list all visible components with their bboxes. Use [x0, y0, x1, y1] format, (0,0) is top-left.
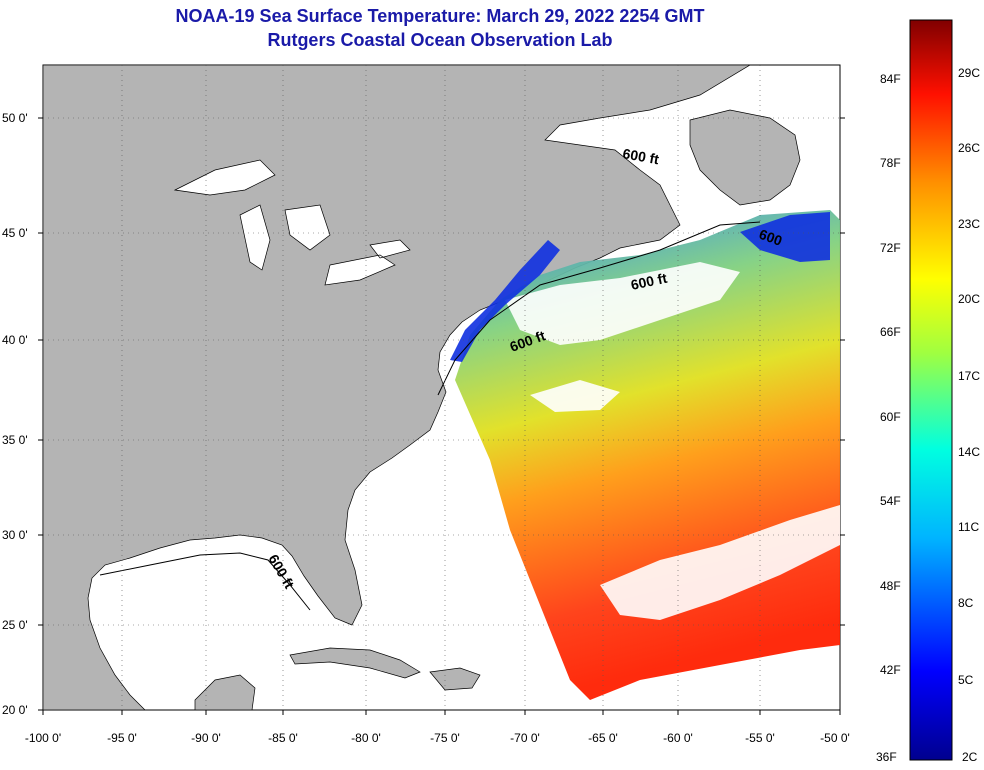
- lon-label-85: -85 0': [268, 731, 298, 745]
- colorbar-c-11: 11C: [958, 520, 979, 534]
- colorbar-f-72: 72F: [880, 241, 901, 255]
- great-lakes: [173, 159, 411, 286]
- map-title: NOAA-19 Sea Surface Temperature: March 2…: [175, 6, 705, 26]
- colorbar-c-26: 26C: [958, 141, 980, 155]
- colorbar-c-8: 8C: [958, 596, 974, 610]
- land-newfoundland: [689, 109, 801, 206]
- lat-label-45: 45 0': [2, 226, 28, 240]
- colorbar-f-78: 78F: [880, 156, 901, 170]
- lon-label-70: -70 0': [510, 731, 540, 745]
- axis-ticks: [38, 117, 845, 715]
- lon-label-60: -60 0': [663, 731, 693, 745]
- lat-label-25: 25 0': [2, 618, 28, 632]
- lat-label-30: 30 0': [2, 528, 28, 542]
- lon-label-95: -95 0': [107, 731, 137, 745]
- colorbar-f-84: 84F: [880, 72, 901, 86]
- lat-label-20: 20 0': [2, 703, 28, 717]
- map-subtitle: Rutgers Coastal Ocean Observation Lab: [267, 30, 613, 50]
- colorbar: [909, 19, 953, 761]
- colorbar-c-23: 23C: [958, 217, 980, 231]
- land-hispaniola: [429, 667, 481, 691]
- cold-coastal-water: [450, 212, 830, 362]
- lat-label-50: 50 0': [2, 111, 28, 125]
- contour-label-5: 600: [757, 226, 785, 249]
- colorbar-c-20: 20C: [958, 292, 980, 306]
- contour-label-1: 600 ft: [621, 145, 660, 167]
- lon-label-75: -75 0': [430, 731, 460, 745]
- lon-label-55: -55 0': [745, 731, 775, 745]
- land-cuba: [289, 647, 421, 679]
- land-north-america: [43, 65, 751, 710]
- lat-label-35: 35 0': [2, 433, 28, 447]
- colorbar-f-42: 42F: [880, 663, 901, 677]
- contour-600ft: [99, 221, 761, 611]
- lon-label-100: -100 0': [25, 731, 61, 745]
- lon-label-50: -50 0': [820, 731, 850, 745]
- land-yucatan: [194, 674, 256, 710]
- lon-label-80: -80 0': [351, 731, 381, 745]
- colorbar-c-17: 17C: [958, 369, 980, 383]
- lon-label-65: -65 0': [588, 731, 618, 745]
- colorbar-c-29: 29C: [958, 66, 980, 80]
- colorbar-f-48: 48F: [880, 579, 901, 593]
- colorbar-c-14: 14C: [958, 445, 980, 459]
- lat-label-40: 40 0': [2, 333, 28, 347]
- colorbar-f-66: 66F: [880, 325, 901, 339]
- lon-label-90: -90 0': [191, 731, 221, 745]
- colorbar-c-2: 2C: [962, 750, 978, 764]
- colorbar-f-54: 54F: [880, 494, 901, 508]
- colorbar-c-5: 5C: [958, 673, 974, 687]
- contour-label-2: 600 ft: [629, 270, 668, 293]
- colorbar-f-36: 36F: [876, 750, 897, 764]
- colorbar-f-60: 60F: [880, 410, 901, 424]
- cloud-cover: [505, 262, 840, 620]
